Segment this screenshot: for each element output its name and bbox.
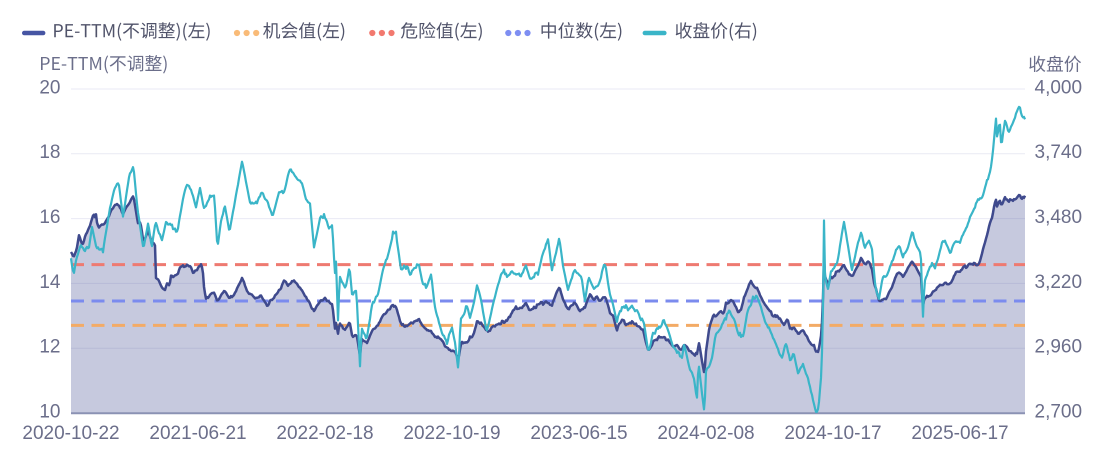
svg-text:3,220: 3,220 [1035, 272, 1083, 293]
svg-text:2,960: 2,960 [1035, 337, 1083, 358]
svg-text:2022-10-19: 2022-10-19 [403, 423, 500, 444]
svg-text:2020-10-22: 2020-10-22 [22, 423, 119, 444]
svg-text:2024-02-08: 2024-02-08 [657, 423, 754, 444]
svg-text:2,700: 2,700 [1035, 401, 1083, 422]
svg-text:16: 16 [39, 207, 60, 228]
svg-text:4,000: 4,000 [1035, 77, 1083, 98]
svg-text:2023-06-15: 2023-06-15 [530, 423, 627, 444]
svg-text:3,740: 3,740 [1035, 142, 1083, 163]
svg-text:2025-06-17: 2025-06-17 [911, 423, 1008, 444]
svg-text:12: 12 [39, 337, 60, 358]
svg-text:3,480: 3,480 [1035, 207, 1083, 228]
svg-text:20: 20 [39, 77, 60, 98]
svg-text:18: 18 [39, 142, 60, 163]
svg-text:2024-10-17: 2024-10-17 [784, 423, 881, 444]
svg-text:2022-02-18: 2022-02-18 [276, 423, 373, 444]
svg-text:10: 10 [39, 401, 60, 422]
svg-text:2021-06-21: 2021-06-21 [149, 423, 246, 444]
svg-text:14: 14 [39, 272, 61, 293]
